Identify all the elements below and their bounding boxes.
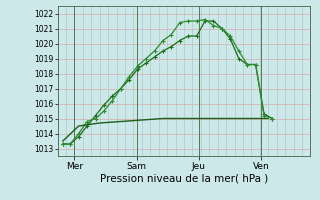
X-axis label: Pression niveau de la mer( hPa ): Pression niveau de la mer( hPa ) xyxy=(100,173,268,183)
